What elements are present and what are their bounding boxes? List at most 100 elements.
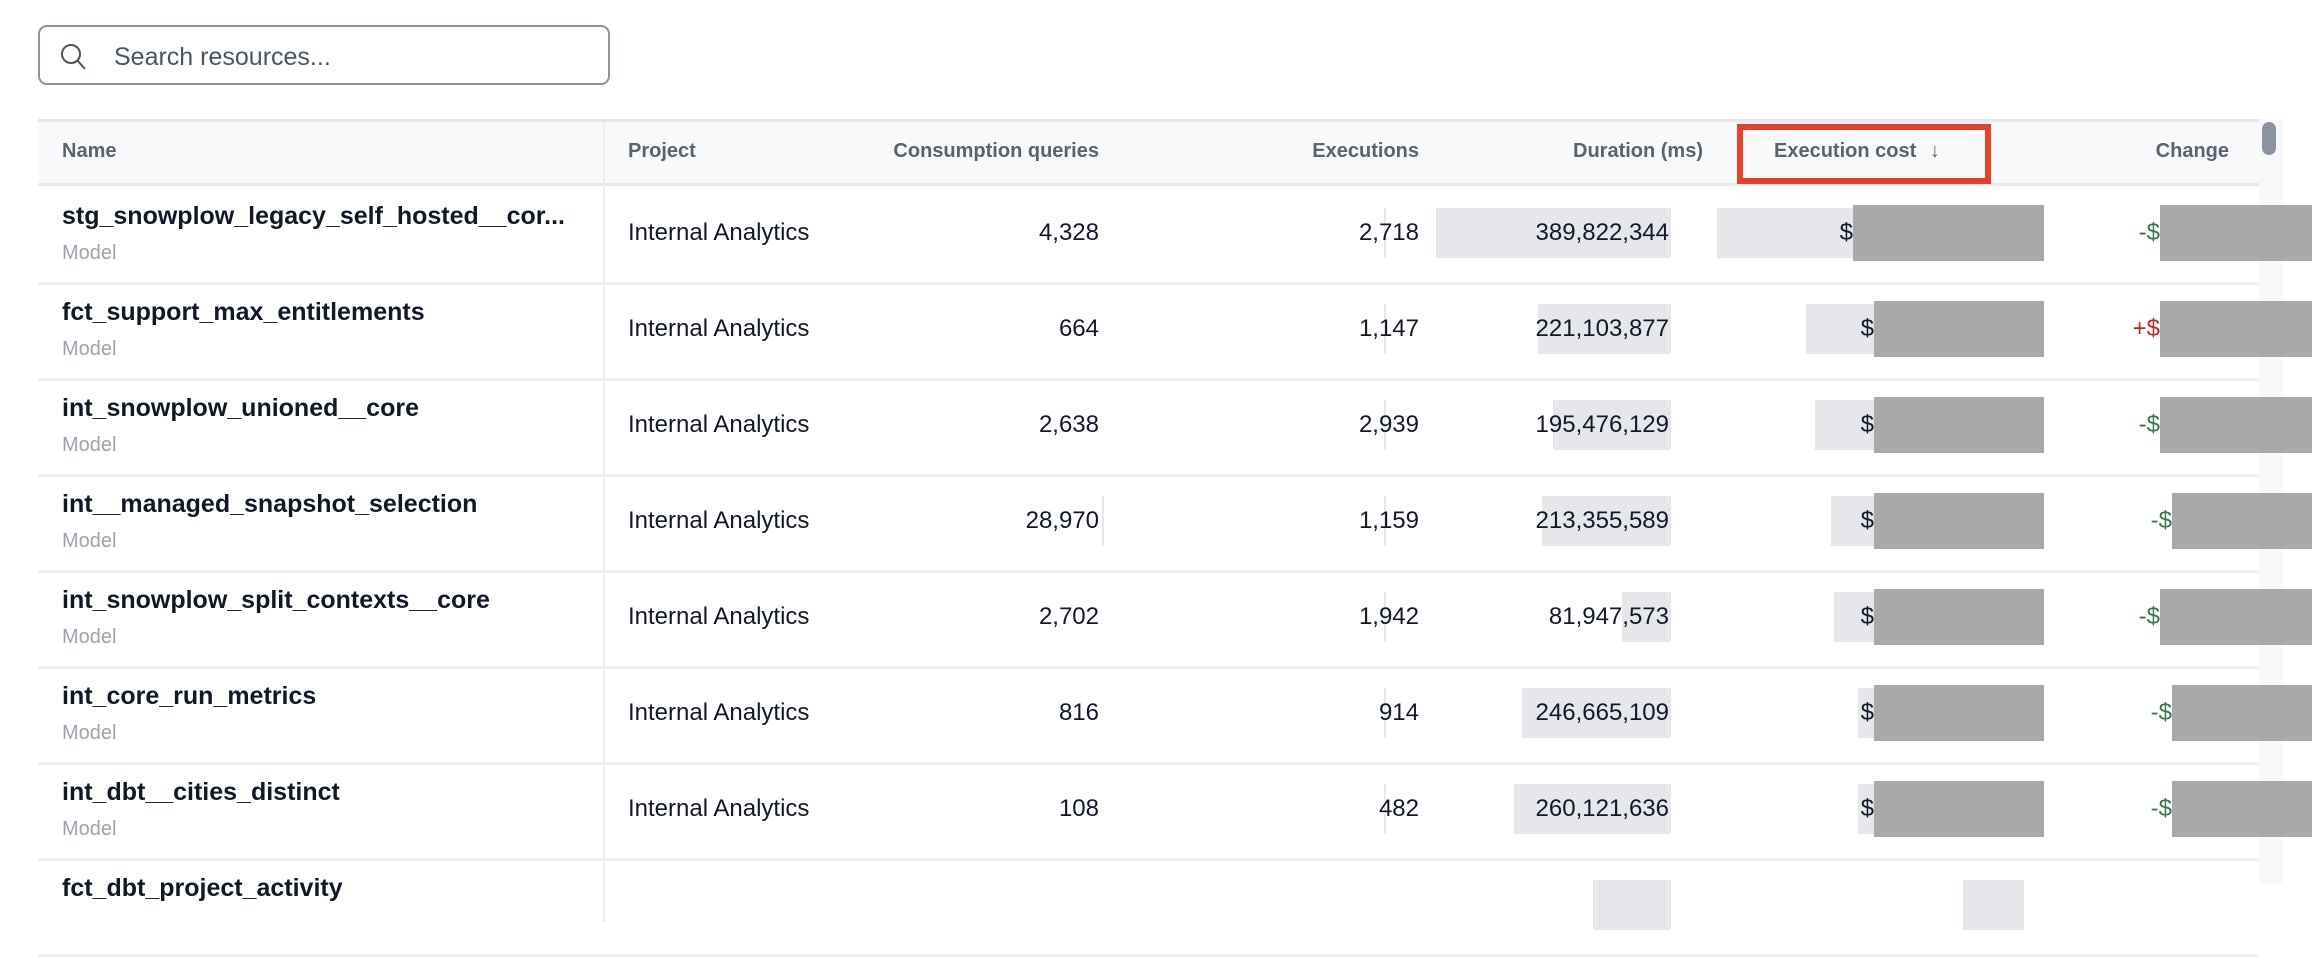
column-divider [603,122,605,922]
execution-cost: $ [1860,603,1874,630]
executions-bar [1384,496,1386,546]
executions-bar [1384,304,1386,354]
redacted-execution-cost [1874,493,2044,549]
execution-cost: $ [1860,699,1874,726]
table-row[interactable]: int_snowplow_split_contexts__core Model In… [38,570,2312,669]
redacted-execution-cost [1874,589,2044,645]
change-value: -$ [2138,411,2160,438]
header-project[interactable]: Project [628,140,696,162]
executions-bar [1384,400,1386,450]
resource-name[interactable]: int_core_run_metrics [62,682,317,710]
executions: 1,147 [1358,315,1419,342]
resource-type: Model [62,338,117,360]
header-consumption-queries[interactable]: Consumption queries [893,140,1099,162]
resource-name[interactable]: fct_support_max_entitlements [62,298,425,326]
redacted-change [2172,685,2312,741]
project: Internal Analytics [628,507,810,534]
project: Internal Analytics [628,219,810,246]
table-row[interactable]: int_dbt__cities_distinct Model Internal An… [38,762,2312,861]
executions: 914 [1378,699,1419,726]
resource-type: Model [62,626,117,648]
execution-cost: $ [1839,219,1853,246]
executions: 1,942 [1358,603,1419,630]
change-value: -$ [2138,603,2160,630]
table-row[interactable]: int_snowplow_unioned__core Model Internal … [38,378,2312,477]
execution-cost: $ [1860,795,1874,822]
duration: 246,665,109 [1535,699,1669,726]
duration-bar [1553,400,1671,450]
change-value: -$ [2150,795,2172,822]
resource-name[interactable]: int_dbt__cities_distinct [62,778,340,806]
redacted-execution-cost [1874,781,2044,837]
resource-name[interactable]: int__managed_snapshot_selection [62,490,478,518]
redacted-execution-cost [1874,685,2044,741]
change-value: -$ [2150,507,2172,534]
table-row[interactable]: int__managed_snapshot_selection Model Inte… [38,474,2312,573]
redacted-change [2160,589,2312,645]
executions: 1,159 [1358,507,1419,534]
project: Internal Analytics [628,411,810,438]
consumption-queries: 2,702 [1038,603,1099,630]
search-input[interactable] [112,37,596,77]
redacted-change [2172,781,2312,837]
consumption-queries: 2,638 [1038,411,1099,438]
duration-bar [1436,208,1671,258]
consumption-queries: 108 [1058,795,1099,822]
redacted-execution-cost [1874,397,2044,453]
execution-cost: $ [1860,507,1874,534]
executions-bar [1384,784,1386,834]
header-execution-cost-label: Execution cost [1774,140,1917,162]
scrollbar-thumb[interactable] [2262,122,2276,155]
duration-bar [1522,688,1671,738]
table-row[interactable]: fct_support_max_entitlements Model Interna… [38,282,2312,381]
executions: 2,718 [1358,219,1419,246]
resources-table: Name Project Consumption queries Executi… [38,119,2312,957]
change-value: +$ [2132,315,2160,342]
duration: 221,103,877 [1535,315,1669,342]
project: Internal Analytics [628,315,810,342]
execution-cost: $ [1860,315,1874,342]
resource-type: Model [62,818,117,840]
table-row[interactable]: int_core_run_metrics Model Internal Analyt… [38,666,2312,765]
project: Internal Analytics [628,795,810,822]
project: Internal Analytics [628,603,810,630]
resource-name[interactable]: stg_snowplow_legacy_self_hosted__cor... [62,202,565,230]
change-value: -$ [2138,219,2160,246]
resource-type: Model [62,722,117,744]
header-change[interactable]: Change [2155,140,2229,162]
resource-name[interactable]: fct_dbt_project_activity [62,874,343,902]
duration: 389,822,344 [1535,219,1669,246]
header-duration[interactable]: Duration (ms) [1573,140,1703,162]
search-box[interactable] [38,25,610,85]
project: Internal Analytics [628,699,810,726]
table-row[interactable]: fct_dbt_project_activity [38,858,2259,957]
redacted-change [2160,205,2312,261]
executions: 482 [1378,795,1419,822]
table-row[interactable]: stg_snowplow_legacy_self_hosted__cor... M… [38,186,2312,285]
consumption-queries: 28,970 [1025,507,1099,534]
header-execution-cost[interactable]: Execution cost ↓ [1774,140,1940,163]
header-name[interactable]: Name [62,140,117,162]
resource-name[interactable]: int_snowplow_split_contexts__core [62,586,490,614]
duration: 213,355,589 [1535,507,1669,534]
duration: 81,947,573 [1548,603,1669,630]
search-icon [61,44,86,70]
consumption-queries-bar [1102,496,1104,546]
redacted-change [2160,301,2312,357]
duration-bar [1542,496,1671,546]
duration-bar [1593,880,1671,930]
consumption-queries: 816 [1058,699,1099,726]
highlight-box [1737,124,1991,184]
executions-bar [1384,208,1386,258]
header-executions[interactable]: Executions [1312,140,1419,162]
redacted-execution-cost [1853,205,2044,261]
duration: 195,476,129 [1535,411,1669,438]
duration-bar [1622,592,1671,642]
duration: 260,121,636 [1535,795,1669,822]
resource-type: Model [62,242,117,264]
execution-cost: $ [1860,411,1874,438]
redacted-change [2160,397,2312,453]
executions: 2,939 [1358,411,1419,438]
resource-name[interactable]: int_snowplow_unioned__core [62,394,419,422]
change-value: -$ [2150,699,2172,726]
